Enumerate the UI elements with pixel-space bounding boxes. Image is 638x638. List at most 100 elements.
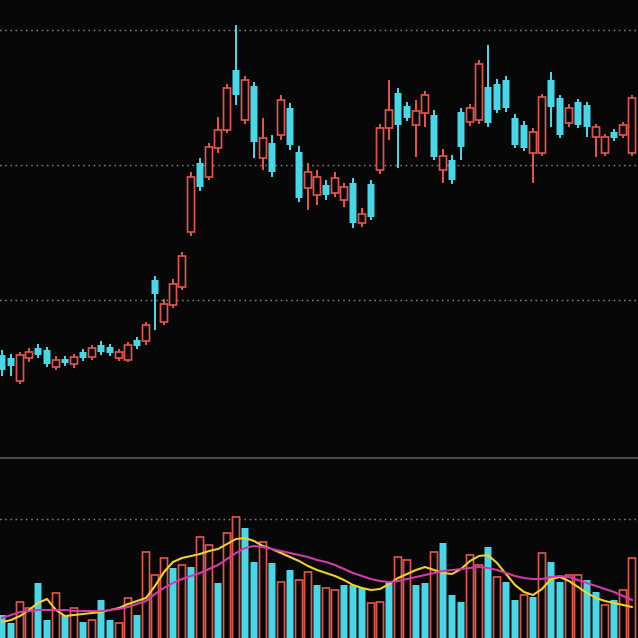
candle <box>322 180 330 200</box>
volume-bar <box>618 589 628 638</box>
candle-body-down <box>547 80 555 107</box>
candle-body-up <box>339 186 349 201</box>
candle-body-up <box>186 176 196 233</box>
candle-body-down <box>61 359 69 363</box>
candle <box>276 95 286 140</box>
candle-body-up <box>591 126 601 138</box>
candle-body-down <box>457 112 465 147</box>
volume-bar <box>159 557 169 638</box>
candle <box>375 124 385 174</box>
candle-body-up <box>69 356 79 365</box>
candle <box>349 178 357 228</box>
candle <box>177 252 187 290</box>
volume-bar <box>556 582 564 638</box>
candle <box>339 183 349 207</box>
candle <box>420 91 430 127</box>
candle-body-up <box>627 97 637 154</box>
volume-bar <box>627 557 637 638</box>
volume-bar <box>15 601 25 638</box>
candle <box>600 134 610 156</box>
candle-body-down <box>610 132 618 138</box>
volume-bar <box>537 552 547 638</box>
candle <box>502 76 510 112</box>
candle-body-down <box>268 143 276 172</box>
candle-wick-down <box>154 276 156 330</box>
volume-bar <box>375 601 385 638</box>
candle-body-down <box>349 183 357 223</box>
volume-bar <box>429 551 439 638</box>
volume-bar <box>294 579 304 638</box>
candle <box>411 100 421 157</box>
volume-bar <box>592 592 600 638</box>
volume-bar <box>7 623 15 638</box>
candle-body-up <box>465 107 475 123</box>
volume-bar <box>402 559 412 638</box>
candle <box>250 82 258 158</box>
volume-ma-slow-magenta <box>0 544 634 620</box>
candle-body-down <box>43 350 51 364</box>
candle-body-up <box>312 176 322 196</box>
candle <box>24 348 34 362</box>
candle-body-up <box>411 110 421 126</box>
candle-body-down <box>151 280 159 294</box>
volume-bar <box>133 615 141 638</box>
candle <box>367 180 375 220</box>
volume-bar <box>286 570 294 638</box>
volume-bar <box>340 585 348 638</box>
candle <box>232 25 240 105</box>
candle-wick-up <box>415 100 417 157</box>
candle-body-up <box>114 351 124 359</box>
candle-body-up <box>474 63 484 121</box>
volume-bar <box>610 600 618 638</box>
volume-ma-lines <box>0 536 634 624</box>
volume-bar <box>457 602 465 638</box>
volume-bar <box>502 582 510 638</box>
candle-body-up <box>24 351 34 359</box>
candle <box>394 88 402 168</box>
volume-bar <box>465 554 475 638</box>
candle-body-up <box>240 79 250 121</box>
volume-bar <box>187 567 195 638</box>
candle-body-down <box>286 108 294 145</box>
candle <box>123 342 133 362</box>
candle <box>537 94 547 156</box>
candle <box>240 76 250 124</box>
volume-bar <box>123 597 133 638</box>
volume-bar <box>366 602 376 638</box>
candle <box>493 79 501 113</box>
volume-bar <box>330 589 340 638</box>
volume-bar <box>69 607 79 638</box>
candle-body-up <box>258 137 268 159</box>
candle-body-up <box>177 255 187 288</box>
candle <box>574 99 582 128</box>
candle <box>133 337 141 349</box>
volume-bar <box>573 574 583 638</box>
candle-body-up <box>564 107 574 124</box>
candle-body-down <box>106 347 114 353</box>
candle <box>186 172 196 236</box>
candle-body-down <box>448 160 456 180</box>
price-panel-gridlines <box>0 29 638 302</box>
volume-bar <box>214 583 222 638</box>
candle-body-up <box>123 344 133 361</box>
candle <box>141 322 151 345</box>
volume-bar <box>87 619 97 638</box>
candle <box>69 354 79 368</box>
candlestick-series <box>0 25 637 384</box>
candle-body-down <box>430 115 438 157</box>
candle <box>106 344 114 356</box>
volume-bar-series <box>0 516 637 638</box>
volume-bar <box>511 600 519 638</box>
volume-bar <box>241 528 249 638</box>
volume-bar <box>0 615 6 638</box>
volume-bar <box>61 615 69 638</box>
candle <box>87 345 97 360</box>
volume-bar <box>564 574 574 638</box>
candle-body-down <box>484 87 492 123</box>
candle <box>51 356 61 370</box>
candle <box>168 279 178 308</box>
volume-bar <box>276 581 286 638</box>
volume-bar <box>519 594 529 638</box>
candle <box>457 108 465 160</box>
